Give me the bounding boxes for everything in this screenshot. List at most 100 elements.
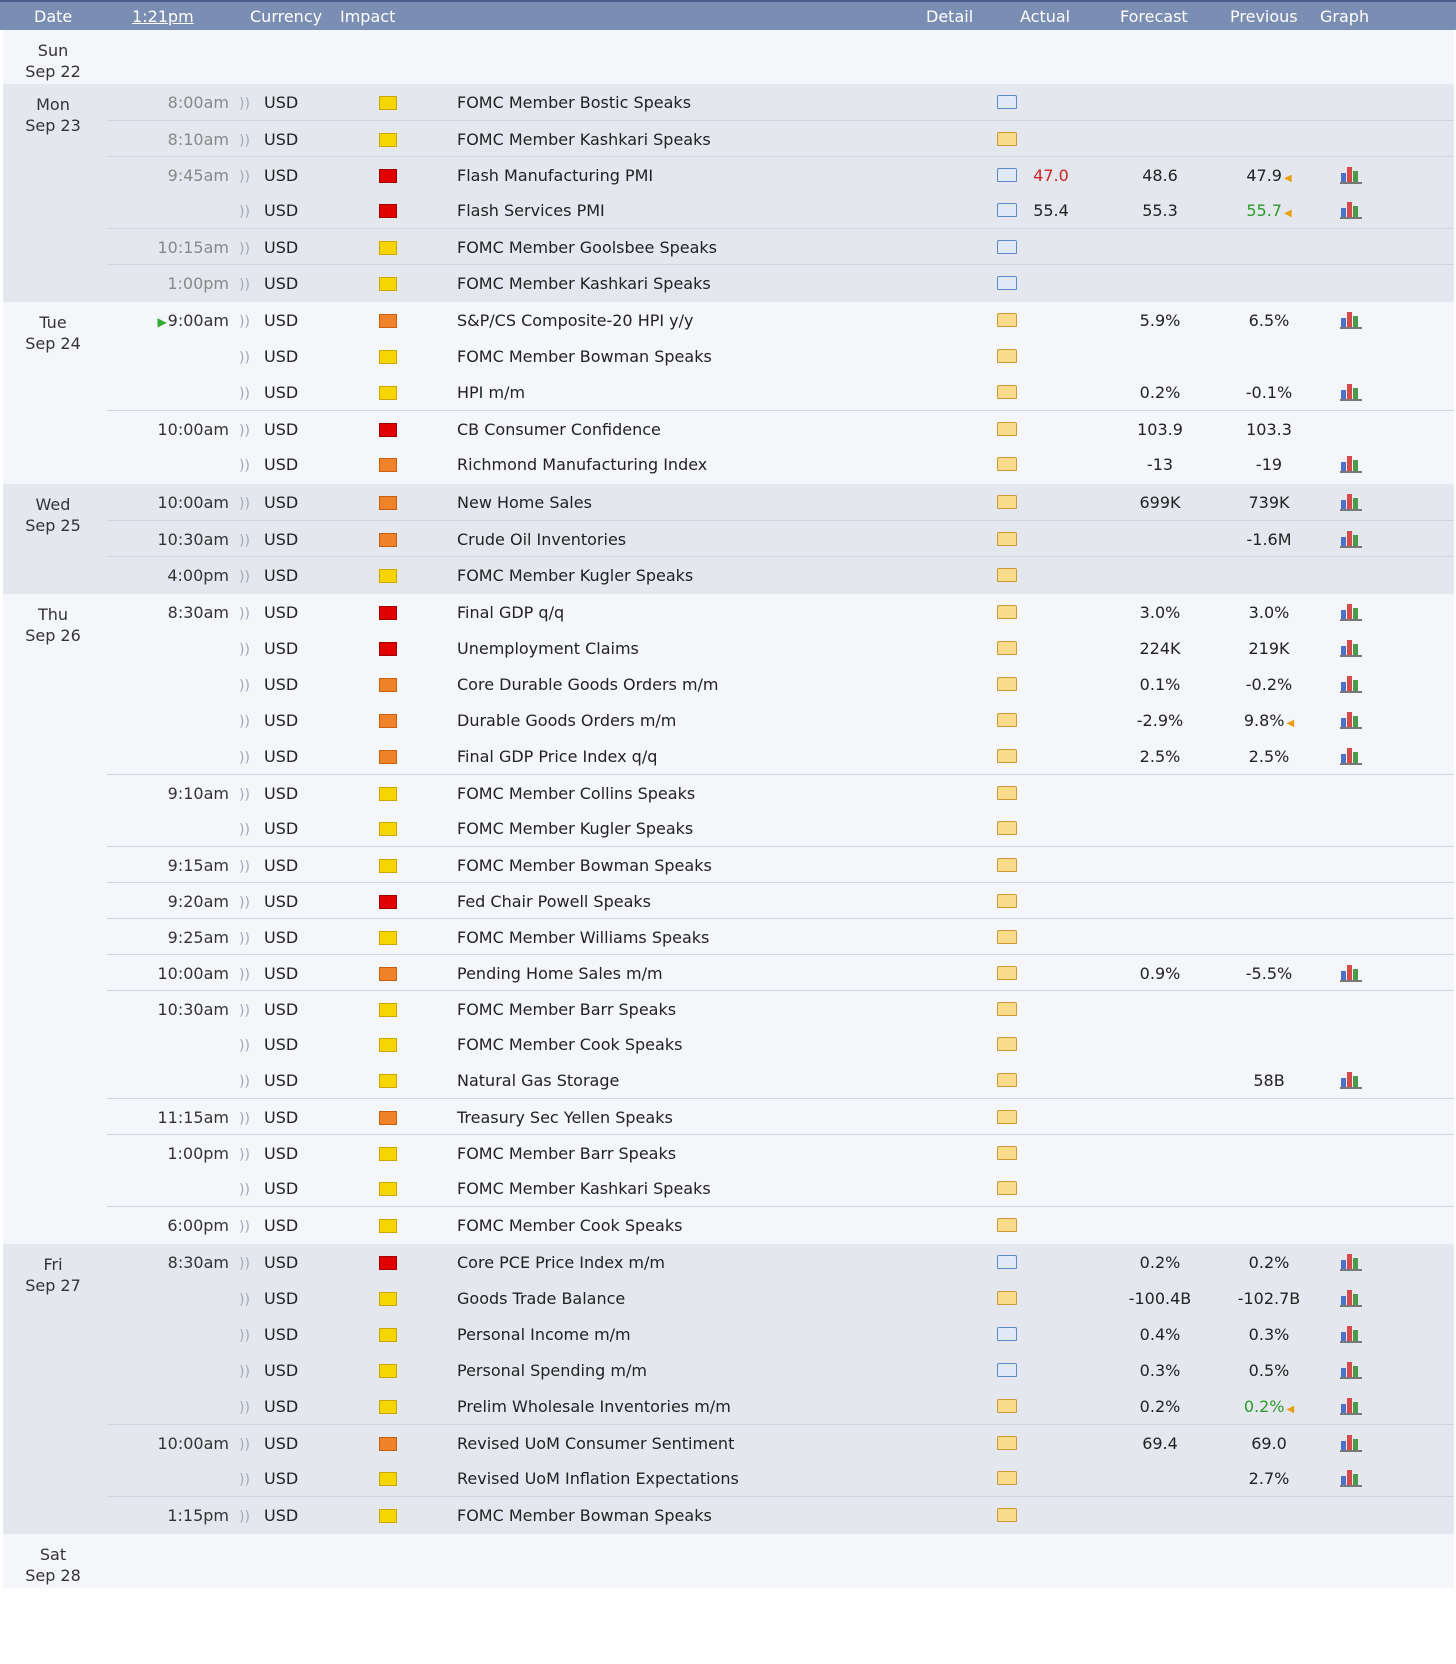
event-graph-button[interactable]	[1340, 639, 1362, 657]
event-row[interactable]: )) USD Final GDP Price Index q/q 2.5% 2.5%	[107, 738, 1454, 774]
event-detail-button[interactable]	[997, 203, 1017, 217]
event-row[interactable]: 9:45am)) USD Flash Manufacturing PMI 47.0 48…	[107, 156, 1454, 193]
event-detail-button[interactable]	[997, 132, 1017, 146]
event-graph-button[interactable]	[1340, 747, 1362, 765]
event-detail-button[interactable]	[997, 930, 1017, 944]
event-graph-button[interactable]	[1340, 455, 1362, 473]
sound-alert-icon[interactable]: ))	[239, 350, 250, 366]
event-row[interactable]: )) USD Personal Income m/m 0.4% 0.3%	[107, 1316, 1454, 1352]
event-row[interactable]: 9:25am)) USD FOMC Member Williams Speaks	[107, 918, 1454, 955]
sound-alert-icon[interactable]: ))	[239, 1292, 250, 1308]
revised-marker-icon[interactable]: ◀	[1286, 718, 1295, 729]
sound-alert-icon[interactable]: ))	[239, 1328, 250, 1344]
sound-alert-icon[interactable]: ))	[239, 1111, 250, 1127]
sound-alert-icon[interactable]: ))	[239, 1219, 250, 1235]
sound-alert-icon[interactable]: ))	[239, 386, 250, 402]
event-graph-button[interactable]	[1340, 166, 1362, 184]
event-graph-button[interactable]	[1340, 383, 1362, 401]
event-detail-button[interactable]	[997, 422, 1017, 436]
event-title[interactable]: FOMC Member Barr Speaks	[457, 1144, 677, 1163]
event-detail-button[interactable]	[997, 966, 1017, 980]
event-title[interactable]: Natural Gas Storage	[457, 1071, 620, 1090]
event-detail-button[interactable]	[997, 1218, 1017, 1232]
sound-alert-icon[interactable]: ))	[239, 787, 250, 803]
sound-alert-icon[interactable]: ))	[239, 1074, 250, 1090]
event-row[interactable]: )) USD Richmond Manufacturing Index -13 -19	[107, 446, 1454, 482]
event-row[interactable]: 10:30am)) USD Crude Oil Inventories -1.6M	[107, 520, 1454, 557]
event-detail-button[interactable]	[997, 605, 1017, 619]
event-detail-button[interactable]	[997, 1327, 1017, 1341]
event-title[interactable]: Flash Manufacturing PMI	[457, 166, 654, 185]
event-row[interactable]: ▶9:00am)) USD S&P/CS Composite-20 HPI y/y 5…	[107, 302, 1454, 338]
event-title[interactable]: Flash Services PMI	[457, 201, 605, 220]
event-detail-button[interactable]	[997, 495, 1017, 509]
event-title[interactable]: Fed Chair Powell Speaks	[457, 892, 651, 911]
event-detail-button[interactable]	[997, 532, 1017, 546]
event-graph-button[interactable]	[1340, 493, 1362, 511]
event-graph-button[interactable]	[1340, 964, 1362, 982]
event-row[interactable]: 4:00pm)) USD FOMC Member Kugler Speaks	[107, 556, 1454, 593]
event-graph-button[interactable]	[1340, 1469, 1362, 1487]
event-title[interactable]: Final GDP Price Index q/q	[457, 747, 658, 766]
event-row[interactable]: 10:00am)) USD New Home Sales 699K 739K	[107, 484, 1454, 520]
sound-alert-icon[interactable]: ))	[239, 678, 250, 694]
event-row[interactable]: )) USD FOMC Member Kugler Speaks	[107, 810, 1454, 846]
event-row[interactable]: 9:20am)) USD Fed Chair Powell Speaks	[107, 882, 1454, 919]
event-row[interactable]: )) USD Natural Gas Storage 58B	[107, 1062, 1454, 1098]
event-detail-button[interactable]	[997, 1110, 1017, 1124]
sound-alert-icon[interactable]: ))	[239, 423, 250, 439]
sound-alert-icon[interactable]: ))	[239, 859, 250, 875]
event-graph-button[interactable]	[1340, 1397, 1362, 1415]
event-detail-button[interactable]	[997, 276, 1017, 290]
event-row[interactable]: 8:10am)) USD FOMC Member Kashkari Speaks	[107, 120, 1454, 157]
event-title[interactable]: FOMC Member Barr Speaks	[457, 1000, 677, 1019]
event-detail-button[interactable]	[997, 677, 1017, 691]
sound-alert-icon[interactable]: ))	[239, 895, 250, 911]
sound-alert-icon[interactable]: ))	[239, 241, 250, 257]
event-title[interactable]: FOMC Member Kugler Speaks	[457, 819, 694, 838]
event-detail-button[interactable]	[997, 1291, 1017, 1305]
sound-alert-icon[interactable]: ))	[239, 642, 250, 658]
event-row[interactable]: )) USD Unemployment Claims 224K 219K	[107, 630, 1454, 666]
event-row[interactable]: )) USD FOMC Member Bowman Speaks	[107, 338, 1454, 374]
event-row[interactable]: 9:10am)) USD FOMC Member Collins Speaks	[107, 774, 1454, 811]
event-title[interactable]: Crude Oil Inventories	[457, 530, 627, 549]
sound-alert-icon[interactable]: ))	[239, 750, 250, 766]
sound-alert-icon[interactable]: ))	[239, 496, 250, 512]
event-graph-button[interactable]	[1340, 1361, 1362, 1379]
event-detail-button[interactable]	[997, 95, 1017, 109]
revised-marker-icon[interactable]: ◀	[1283, 208, 1292, 219]
event-title[interactable]: FOMC Member Kashkari Speaks	[457, 274, 711, 293]
event-title[interactable]: FOMC Member Bowman Speaks	[457, 856, 712, 875]
sound-alert-icon[interactable]: ))	[239, 133, 250, 149]
event-row[interactable]: 8:00am)) USD FOMC Member Bostic Speaks	[107, 84, 1454, 120]
event-detail-button[interactable]	[997, 349, 1017, 363]
event-title[interactable]: New Home Sales	[457, 493, 592, 512]
sound-alert-icon[interactable]: ))	[239, 822, 250, 838]
event-detail-button[interactable]	[997, 1181, 1017, 1195]
sound-alert-icon[interactable]: ))	[239, 1437, 250, 1453]
sound-alert-icon[interactable]: ))	[239, 533, 250, 549]
event-title[interactable]: FOMC Member Kashkari Speaks	[457, 130, 711, 149]
event-row[interactable]: )) USD Core Durable Goods Orders m/m 0.1% -0…	[107, 666, 1454, 702]
event-detail-button[interactable]	[997, 1363, 1017, 1377]
event-detail-button[interactable]	[997, 749, 1017, 763]
event-row[interactable]: 10:15am)) USD FOMC Member Goolsbee Speaks	[107, 228, 1454, 265]
event-row[interactable]: )) USD FOMC Member Kashkari Speaks	[107, 1170, 1454, 1206]
sound-alert-icon[interactable]: ))	[239, 931, 250, 947]
event-title[interactable]: FOMC Member Williams Speaks	[457, 928, 710, 947]
event-title[interactable]: Unemployment Claims	[457, 639, 639, 658]
event-graph-button[interactable]	[1340, 711, 1362, 729]
event-detail-button[interactable]	[997, 568, 1017, 582]
event-graph-button[interactable]	[1340, 675, 1362, 693]
event-detail-button[interactable]	[997, 385, 1017, 399]
sound-alert-icon[interactable]: ))	[239, 1038, 250, 1054]
event-title[interactable]: FOMC Member Kugler Speaks	[457, 566, 694, 585]
event-row[interactable]: 1:00pm)) USD FOMC Member Kashkari Speaks	[107, 264, 1454, 301]
event-detail-button[interactable]	[997, 1436, 1017, 1450]
sound-alert-icon[interactable]: ))	[239, 967, 250, 983]
sound-alert-icon[interactable]: ))	[239, 1003, 250, 1019]
event-title[interactable]: S&P/CS Composite-20 HPI y/y	[457, 311, 694, 330]
event-detail-button[interactable]	[997, 821, 1017, 835]
event-title[interactable]: Prelim Wholesale Inventories m/m	[457, 1397, 731, 1416]
